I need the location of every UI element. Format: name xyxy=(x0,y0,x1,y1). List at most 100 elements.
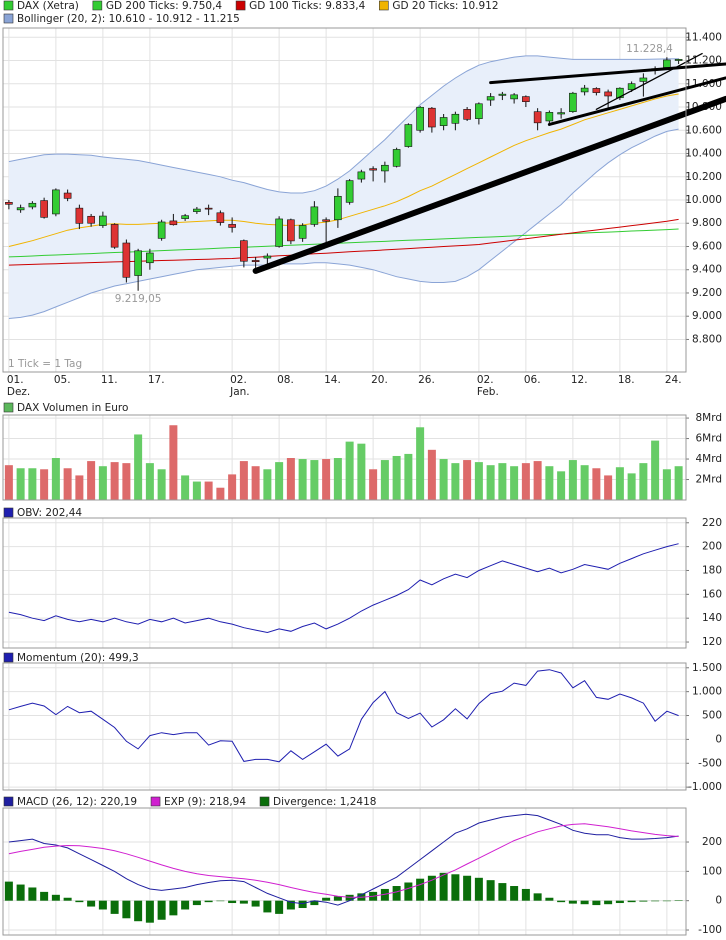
legend-swatch xyxy=(150,796,161,807)
volume-bar xyxy=(40,469,49,500)
candle-body xyxy=(240,240,248,262)
y-tick-label: 9.200 xyxy=(692,287,722,299)
divergence-bar xyxy=(451,874,460,901)
volume-bar xyxy=(345,441,354,500)
legend-label: Momentum (20): 499,3 xyxy=(17,652,139,664)
candle-body xyxy=(439,117,448,126)
y-tick-label: -500 xyxy=(698,757,722,769)
volume-bar xyxy=(674,466,683,500)
volume-bar xyxy=(510,466,519,500)
divergence-bar xyxy=(98,900,107,910)
candle-body xyxy=(463,109,471,120)
volume-bar xyxy=(145,463,154,500)
candle-body xyxy=(146,252,154,264)
candle-body xyxy=(298,225,307,239)
legend-label: GD 100 Ticks: 9.833,4 xyxy=(249,0,366,12)
y-tick-label: 1.000 xyxy=(692,686,722,698)
candle-body xyxy=(592,88,601,93)
x-tick-label: 14. xyxy=(324,374,341,386)
candle-body xyxy=(416,106,424,131)
y-tick-label: 11.400 xyxy=(685,31,722,43)
volume-bar xyxy=(592,468,601,500)
plot-area xyxy=(3,663,686,790)
volume-bar xyxy=(615,467,624,500)
volume-bar xyxy=(251,466,260,500)
legend-swatch xyxy=(3,652,14,663)
candle-body xyxy=(498,93,507,96)
volume-bar xyxy=(275,462,284,500)
volume-bar xyxy=(380,460,389,500)
divergence-bar xyxy=(639,900,648,902)
divergence-bar xyxy=(63,897,72,901)
y-tick-label: 140 xyxy=(702,612,722,624)
candle-body xyxy=(322,219,330,222)
divergence-bar xyxy=(181,900,190,910)
divergence-bar xyxy=(486,880,495,901)
max-label: 11.228,4 xyxy=(626,43,673,55)
candle-body xyxy=(381,164,389,172)
volume-bar xyxy=(604,475,613,500)
candle-body xyxy=(52,189,60,215)
candle-body xyxy=(28,202,37,208)
candle-body xyxy=(75,207,84,224)
legend-label: DAX (Xetra) xyxy=(17,0,79,12)
y-tick-label: 9.000 xyxy=(692,310,722,322)
x-month-label: Feb. xyxy=(477,386,499,398)
divergence-bar xyxy=(333,896,342,901)
y-tick-label: 200 xyxy=(702,836,722,848)
divergence-bar xyxy=(392,886,401,901)
indicator-line xyxy=(8,813,679,906)
volume-bar xyxy=(51,458,60,500)
candle-body xyxy=(569,92,577,112)
divergence-bar xyxy=(510,886,519,901)
divergence-bar xyxy=(604,900,613,905)
candle-body xyxy=(134,250,142,276)
y-tick-label: 6Mrd xyxy=(695,433,722,445)
volume-bar xyxy=(239,461,248,500)
x-month-label: Jan. xyxy=(229,386,250,398)
divergence-bar xyxy=(51,894,60,901)
y-tick-label: 9.600 xyxy=(692,240,722,252)
volume-bar xyxy=(63,468,72,500)
volume-bar xyxy=(463,460,472,500)
y-tick-label: 0 xyxy=(715,733,722,745)
candle-body xyxy=(533,111,542,124)
candle-body xyxy=(251,260,260,263)
candle-body xyxy=(616,87,624,99)
candle-body xyxy=(63,192,72,199)
divergence-bar xyxy=(380,888,389,901)
plot-frame xyxy=(2,807,687,936)
x-tick-label: 08. xyxy=(277,374,294,386)
volume-bar xyxy=(110,462,119,500)
bollinger-upper xyxy=(8,55,679,194)
divergence-bar xyxy=(545,897,554,901)
y-tick-label: 100 xyxy=(702,865,722,877)
divergence-bar xyxy=(87,900,96,907)
y-tick-label: 10.400 xyxy=(685,148,722,160)
bollinger-band xyxy=(8,55,679,319)
divergence-bar xyxy=(404,882,413,901)
tick-note: 1 Tick = 1 Tag xyxy=(8,358,82,370)
divergence-bar xyxy=(122,900,131,919)
legend-swatch xyxy=(3,402,14,413)
y-tick-label: 1.500 xyxy=(692,662,722,674)
divergence-bar xyxy=(662,900,671,902)
candle-body xyxy=(310,206,319,225)
volume-bar xyxy=(416,427,425,500)
candle-body xyxy=(110,224,119,248)
divergence-bar xyxy=(627,900,636,903)
candle-body xyxy=(404,124,413,147)
candle-body xyxy=(87,215,95,224)
volume-bar xyxy=(263,469,272,500)
candle-body xyxy=(216,212,225,223)
legend-label: GD 20 Ticks: 10.912 xyxy=(392,0,498,12)
y-tick-label: 8Mrd xyxy=(695,412,722,424)
divergence-bar xyxy=(439,872,448,901)
candle-body xyxy=(428,107,436,128)
volume-bar xyxy=(439,459,448,500)
legend-swatch xyxy=(259,796,270,807)
volume-bar xyxy=(357,443,366,500)
legend-swatch xyxy=(3,507,14,518)
divergence-bar xyxy=(239,900,248,904)
volume-bar xyxy=(157,469,166,500)
